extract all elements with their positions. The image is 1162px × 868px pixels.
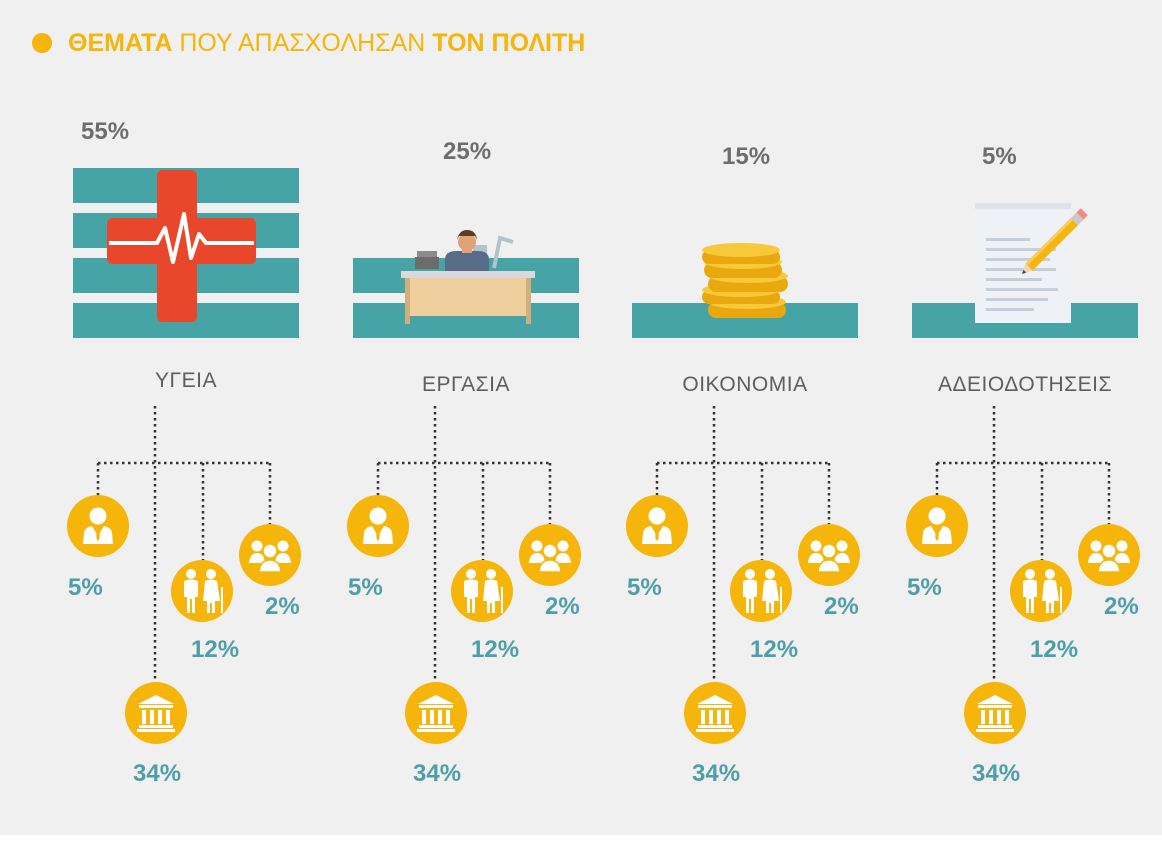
category-percent-label: 5% xyxy=(982,143,1017,170)
breakdown-percent-label: 34% xyxy=(413,760,462,787)
category-percent-label: 25% xyxy=(443,138,492,165)
category-label: ΟΙΚΟΝΟΜΙΑ xyxy=(682,373,808,396)
government-building-icon xyxy=(964,682,1026,744)
tree-connector-lines xyxy=(96,406,272,682)
person-icon xyxy=(626,495,688,557)
person-icon xyxy=(67,495,129,557)
category-panel-work: 25% ΕΡΓΑΣΙΑ 5% 12% 2% 34% xyxy=(347,0,633,835)
breakdown-percent-label: 12% xyxy=(1030,636,1079,663)
category-percent-label: 55% xyxy=(81,118,130,145)
category-panel-health: 55% ΥΓΕΙΑ 5% 12% 2% 34% xyxy=(67,0,353,835)
government-building-icon xyxy=(405,682,467,744)
group-icon xyxy=(239,524,301,586)
breakdown-percent-label: 34% xyxy=(133,760,182,787)
document-pencil-icon xyxy=(912,168,1138,338)
breakdown-percent-label: 5% xyxy=(348,574,383,601)
government-building-icon xyxy=(684,682,746,744)
person-icon xyxy=(906,495,968,557)
page-title: ΘΕΜΑΤΑ ΠΟΥ ΑΠΑΣΧΟΛΗΣΑΝ ΤΟΝ ΠΟΛΙΤΗ xyxy=(32,28,585,58)
medical-cross-icon xyxy=(73,168,299,338)
category-label: ΕΡΓΑΣΙΑ xyxy=(422,373,510,396)
tree-connector-lines xyxy=(655,406,831,682)
elderly-couple-icon xyxy=(451,560,513,622)
category-label: ΥΓΕΙΑ xyxy=(155,369,217,392)
category-panel-licensing: 5% ΑΔΕΙΟΔΟΤΗΣΕΙΣ 5% 12% 2% 34% xyxy=(906,0,1162,835)
tree-connector-lines xyxy=(935,406,1111,682)
breakdown-percent-label: 34% xyxy=(972,760,1021,787)
breakdown-percent-label: 12% xyxy=(471,636,520,663)
elderly-couple-icon xyxy=(1010,560,1072,622)
breakdown-percent-label: 12% xyxy=(191,636,240,663)
title-bullet-icon xyxy=(32,33,52,53)
group-icon xyxy=(519,524,581,586)
group-icon xyxy=(798,524,860,586)
government-building-icon xyxy=(125,682,187,744)
category-panel-economy: 15% ΟΙΚΟΝΟΜΙΑ 5% 12% 2% 34% xyxy=(626,0,912,835)
elderly-couple-icon xyxy=(730,560,792,622)
title-highlight-2: ΤΟΝ ΠΟΛΙΤΗ xyxy=(432,28,586,57)
breakdown-percent-label: 2% xyxy=(545,593,580,620)
group-icon xyxy=(1078,524,1140,586)
category-label: ΑΔΕΙΟΔΟΤΗΣΕΙΣ xyxy=(938,373,1112,396)
breakdown-percent-label: 2% xyxy=(824,593,859,620)
title-light-text: ΠΟΥ ΑΠΑΣΧΟΛΗΣΑΝ xyxy=(179,28,426,57)
breakdown-percent-label: 2% xyxy=(265,593,300,620)
breakdown-percent-label: 5% xyxy=(907,574,942,601)
tree-connector-lines xyxy=(376,406,552,682)
breakdown-percent-label: 5% xyxy=(68,574,103,601)
title-highlight-1: ΘΕΜΑΤΑ xyxy=(68,28,173,57)
breakdown-percent-label: 34% xyxy=(692,760,741,787)
bottom-strip xyxy=(0,835,1162,868)
breakdown-percent-label: 12% xyxy=(750,636,799,663)
category-percent-label: 15% xyxy=(722,143,771,170)
elderly-couple-icon xyxy=(171,560,233,622)
office-worker-icon xyxy=(353,168,579,338)
person-icon xyxy=(347,495,409,557)
breakdown-percent-label: 2% xyxy=(1104,593,1139,620)
breakdown-percent-label: 5% xyxy=(627,574,662,601)
coins-icon xyxy=(632,168,858,338)
